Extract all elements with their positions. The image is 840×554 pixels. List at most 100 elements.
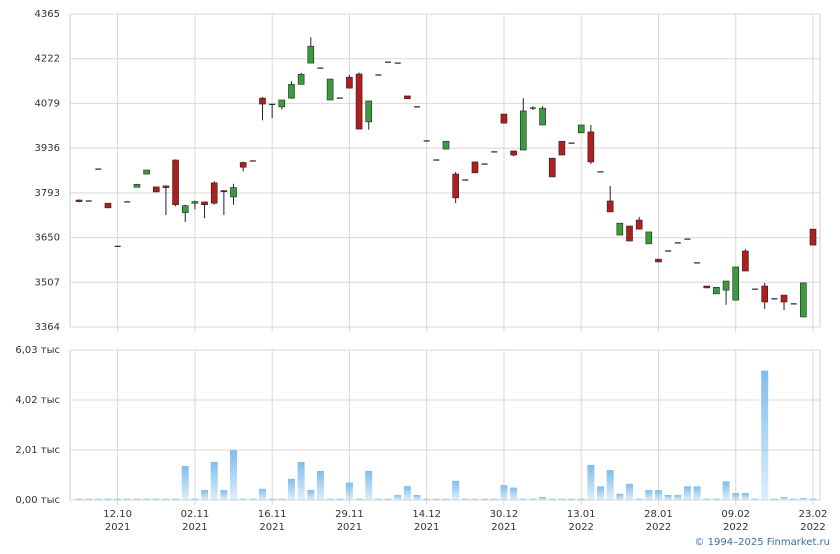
y-tick-label: 3507 [35,277,60,288]
volume-bar [693,486,701,500]
volume-bar [239,498,247,500]
volume-bar [626,483,633,500]
volume-bar [287,478,295,500]
candle-body [152,186,160,193]
volume-bar [635,498,643,500]
x-tick-label: 12.10 [103,509,132,520]
candle-body [239,162,247,168]
volume-bar [326,498,334,500]
candle-body [307,45,315,64]
volume-bar [413,495,421,500]
volume-bar [230,450,238,500]
x-tick-label: 13.01 [567,509,596,520]
volume-bar [394,495,402,500]
volume-bar [201,490,209,500]
y-tick-label: 4222 [35,54,60,65]
candle-body [577,124,585,134]
volume-bar [268,498,276,500]
candle-body [732,266,740,301]
y-tick-label: 3650 [35,233,60,244]
volume-bar [181,465,189,500]
volume-bar [172,498,180,500]
candle-body [548,157,556,178]
volume-bar [780,497,788,500]
volume-bar [365,470,373,500]
x-tick-label-year: 2022 [568,522,593,533]
volume-bar [307,490,315,500]
candle-body [191,201,199,204]
volume-bar [316,470,324,500]
y-tick-label: 3364 [35,322,60,333]
candle-body [181,205,189,213]
candle-body [210,182,218,204]
volume-bar [703,498,711,500]
volume-bar [809,498,817,500]
volume-bar [278,498,286,500]
candle-body [780,294,788,303]
candle-body [326,78,334,101]
candle-body [404,95,411,100]
candle-body [519,110,527,151]
candle-body [500,113,508,124]
volume-bar [751,498,759,500]
candle-body [626,225,633,242]
volume-bar [249,498,257,500]
volume-bar [452,480,460,500]
candle-body [75,199,83,202]
volume-bar [568,498,576,500]
x-tick-label: 30.12 [490,509,519,520]
volume-bar [133,498,141,500]
y-tick-label: 3793 [35,188,60,199]
candle-body [703,285,711,289]
volume-bar [432,498,440,500]
volume-bar [539,497,547,500]
y-tick-label: 2,01 тыс [15,445,60,456]
volume-bar [490,498,498,500]
volume-bar [597,486,605,500]
volume-bar [770,498,778,500]
copyright: © 1994–2025 Finmarket.ru [694,537,830,548]
y-tick-label: 0,00 тыс [15,495,60,506]
candle-body [297,74,305,85]
x-tick-label: 16.11 [258,509,287,520]
volume-bar [683,486,691,500]
candle-body [162,185,170,188]
volume-bar [123,498,131,500]
candle-body [606,200,614,213]
volume-bar [104,498,112,500]
candle-body [761,285,769,303]
candle-body [220,190,228,192]
x-tick-label-year: 2021 [337,522,362,533]
volume-bar [761,370,769,500]
volume-bar [162,498,170,500]
x-tick-label-year: 2021 [491,522,516,533]
volume-bar [577,498,585,500]
x-tick-label-year: 2021 [105,522,130,533]
x-tick-label-year: 2022 [646,522,671,533]
x-tick-label: 02.11 [181,509,210,520]
volume-bar [790,498,798,500]
candle-body [452,173,459,199]
volume-bar [423,498,431,500]
y-tick-label: 4,02 тыс [15,395,60,406]
volume-bar [210,461,218,500]
volume-bar [114,498,122,500]
volume-bar [403,486,411,500]
candle-body [133,184,141,188]
volume-bar [654,490,662,500]
volume-bar [510,487,518,500]
candle-body [539,107,546,126]
candle-body [635,219,643,230]
candle-body [104,202,112,209]
candle-body [587,131,595,163]
volume-bar [548,498,556,500]
volume-bar [297,461,305,500]
x-tick-label: 14.12 [412,509,441,520]
candle-body [616,222,624,236]
volume-bar [519,498,527,500]
volume-bar [722,481,730,500]
volume-bar [259,488,266,500]
volume-bar [587,464,595,500]
candle-body [230,187,237,198]
candle-body [809,228,817,246]
